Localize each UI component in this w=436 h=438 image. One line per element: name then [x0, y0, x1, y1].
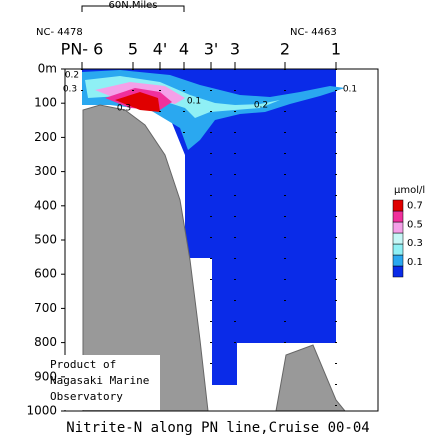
y-tick-label: 800	[34, 335, 57, 349]
station-label: 4'	[153, 40, 168, 59]
station-id: NC- 4463	[290, 27, 337, 38]
legend-swatch	[392, 254, 404, 267]
station-label: 1	[331, 40, 341, 59]
y-tick-label: 100	[34, 96, 57, 110]
credit-text: Observatory	[50, 390, 123, 403]
chart-title: Nitrite-N along PN line,Cruise 00-04	[66, 420, 369, 436]
credit-text: Product of	[50, 358, 116, 371]
legend-swatch	[392, 243, 404, 256]
y-tick-label: 600	[34, 267, 57, 281]
scale-bar	[81, 5, 185, 12]
legend-label: 0.1	[407, 257, 423, 268]
contour-label: 0.1	[343, 85, 357, 95]
credit-box	[44, 355, 160, 410]
contour-fill	[82, 69, 345, 385]
station-label: 3'	[204, 40, 219, 59]
legend-swatch	[392, 210, 404, 223]
y-tick-label: 400	[34, 198, 57, 212]
y-tick-label: 500	[34, 233, 57, 247]
contour-label: 0.1	[187, 97, 201, 107]
sea-floor	[82, 104, 209, 412]
legend-swatch	[392, 221, 404, 234]
station-label: 2	[280, 40, 290, 59]
contour-label: 0.3	[63, 85, 77, 95]
station-label: 3	[230, 40, 240, 59]
y-tick-label: 200	[34, 130, 57, 144]
y-tick-label: 1000	[26, 404, 57, 418]
station-label: 5	[128, 40, 138, 59]
legend-label: 0.3	[407, 238, 423, 249]
station-label: PN- 6	[61, 40, 104, 59]
legend-swatch	[392, 199, 404, 212]
credit-text: Nagasaki Marine	[50, 374, 149, 387]
legend-swatch	[392, 232, 404, 245]
legend-label: 0.7	[407, 201, 423, 212]
legend-swatch	[392, 265, 404, 278]
legend-label: 0.5	[407, 219, 423, 230]
y-tick-label: 900	[34, 369, 57, 383]
y-tick-label: 700	[34, 301, 57, 315]
contour-label: 0.3	[117, 104, 131, 114]
contour-label: 0.2	[254, 101, 268, 111]
legend-title: μmol/l	[394, 185, 425, 196]
y-tick-label: 0m	[38, 62, 57, 76]
contour-label: 0.2	[65, 71, 79, 81]
station-id: NC- 4478	[36, 27, 83, 38]
y-tick-label: 300	[34, 164, 57, 178]
scale-label: 60N.Miles	[109, 0, 158, 11]
station-label: 4	[179, 40, 189, 59]
